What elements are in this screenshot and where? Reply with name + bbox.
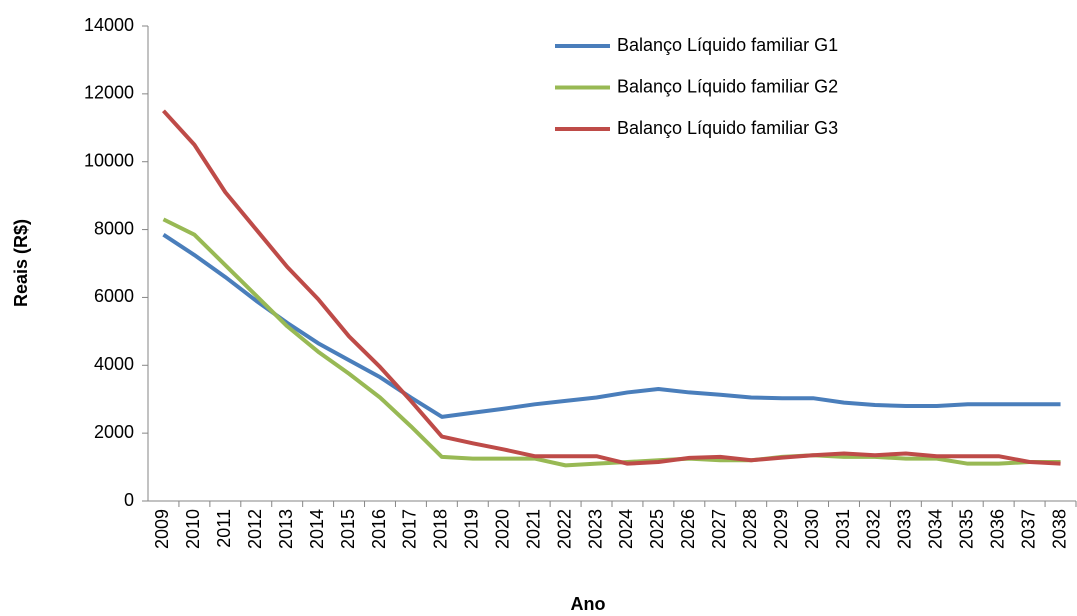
y-tick-label: 10000 bbox=[84, 150, 134, 170]
x-tick-label: 2038 bbox=[1049, 509, 1069, 549]
legend-label: Balanço Líquido familiar G2 bbox=[617, 76, 838, 96]
y-axis-label: Reais (R$) bbox=[11, 219, 31, 307]
x-tick-label: 2011 bbox=[214, 509, 234, 548]
x-tick-label: 2028 bbox=[740, 509, 760, 549]
x-tick-label: 2017 bbox=[400, 509, 420, 549]
x-tick-label: 2036 bbox=[987, 509, 1007, 549]
legend-label: Balanço Líquido familiar G3 bbox=[617, 118, 838, 138]
y-tick-label: 12000 bbox=[84, 83, 134, 103]
y-tick-label: 4000 bbox=[94, 354, 134, 374]
y-tick-label: 6000 bbox=[94, 286, 134, 306]
x-tick-label: 2022 bbox=[554, 509, 574, 549]
x-tick-label: 2009 bbox=[152, 509, 172, 549]
x-tick-label: 2035 bbox=[956, 509, 976, 549]
x-tick-label: 2010 bbox=[183, 509, 203, 549]
x-tick-label: 2029 bbox=[771, 509, 791, 549]
x-tick-label: 2030 bbox=[802, 509, 822, 549]
x-tick-label: 2027 bbox=[709, 509, 729, 549]
x-tick-label: 2034 bbox=[926, 509, 946, 549]
x-tick-label: 2016 bbox=[369, 509, 389, 549]
x-tick-label: 2021 bbox=[523, 509, 543, 549]
legend-label: Balanço Líquido familiar G1 bbox=[617, 35, 838, 55]
x-tick-label: 2014 bbox=[307, 509, 327, 549]
x-tick-label: 2015 bbox=[338, 509, 358, 549]
x-tick-label: 2031 bbox=[833, 509, 853, 549]
x-tick-label: 2013 bbox=[276, 509, 296, 549]
x-axis-label: Ano bbox=[571, 594, 606, 614]
y-tick-label: 14000 bbox=[84, 15, 134, 35]
x-tick-label: 2026 bbox=[678, 509, 698, 549]
x-tick-label: 2037 bbox=[1018, 509, 1038, 549]
x-tick-label: 2012 bbox=[245, 509, 265, 549]
x-tick-label: 2019 bbox=[462, 509, 482, 549]
series-line bbox=[162, 232, 1061, 419]
series-line bbox=[162, 217, 1061, 468]
x-tick-label: 2025 bbox=[647, 509, 667, 549]
series-line bbox=[161, 109, 1061, 466]
x-tick-label: 2020 bbox=[492, 509, 512, 549]
x-tick-label: 2023 bbox=[585, 509, 605, 549]
y-tick-label: 2000 bbox=[94, 422, 134, 442]
x-tick-label: 2032 bbox=[864, 509, 884, 549]
y-tick-label: 8000 bbox=[94, 218, 134, 238]
y-tick-label: 0 bbox=[124, 490, 134, 510]
x-tick-label: 2018 bbox=[431, 509, 451, 549]
x-tick-label: 2033 bbox=[895, 509, 915, 549]
x-tick-label: 2024 bbox=[616, 509, 636, 549]
